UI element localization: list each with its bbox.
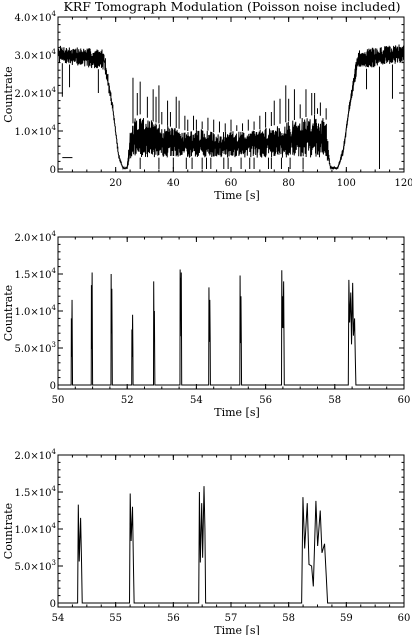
y-tick-label: 2.0×104 — [15, 86, 57, 100]
x-tick-label: 60 — [225, 178, 238, 189]
x-axis-label: Time [s] — [214, 624, 260, 635]
x-tick-label: 40 — [167, 178, 180, 189]
x-tick-label: 57 — [225, 613, 238, 624]
x-axis-label: Time [s] — [214, 189, 260, 202]
y-tick-label: 2.0×104 — [15, 448, 57, 462]
x-tick-label: 56 — [167, 613, 180, 624]
x-tick-label: 80 — [282, 178, 295, 189]
y-tick-label: 1.0×104 — [15, 304, 57, 318]
y-tick-label: 5.0×103 — [15, 341, 56, 355]
y-tick-label: 3.0×104 — [15, 48, 57, 62]
countrate-trace — [58, 486, 404, 604]
x-tick-label: 56 — [259, 395, 272, 406]
y-tick-label: 1.0×104 — [15, 124, 57, 138]
y-axis-label: Countrate — [2, 285, 15, 341]
countrate-trace — [57, 44, 405, 171]
chart-title: KRF Tomograph Modulation (Poisson noise … — [64, 0, 401, 14]
noise-dropouts — [61, 63, 393, 169]
y-tick-label: 1.5×104 — [15, 267, 57, 281]
x-tick-label: 55 — [109, 613, 122, 624]
x-tick-label: 52 — [121, 395, 134, 406]
y-tick-label: 1.5×104 — [15, 485, 57, 499]
x-tick-label: 60 — [398, 395, 411, 406]
noise-spikes — [132, 77, 327, 133]
x-axis-label: Time [s] — [214, 406, 260, 419]
y-tick-label: 0 — [50, 381, 56, 392]
y-tick-label: 0 — [50, 599, 56, 610]
panel-overview: 20 40 60 80 100 120 0 1.0×104 2.0×104 3.0×104 4.0×… — [2, 10, 412, 202]
x-tick-label: 60 — [398, 613, 411, 624]
panel-zoom-54-60: 54 55 56 57 58 59 60 0 5.0×103 1.0×104 1.5×104 2.0×… — [2, 448, 410, 635]
x-tick-label: 20 — [109, 178, 122, 189]
x-tick-label: 50 — [52, 395, 65, 406]
y-tick-label: 1.0×104 — [15, 522, 57, 536]
x-tick-label: 54 — [52, 613, 65, 624]
x-tick-label: 120 — [394, 178, 412, 189]
x-tick-label: 58 — [328, 395, 341, 406]
axes-frame — [57, 454, 405, 608]
y-axis-label: Countrate — [2, 503, 15, 559]
y-tick-label: 2.0×104 — [15, 230, 57, 244]
x-tick-label: 54 — [190, 395, 203, 406]
x-tick-label: 58 — [282, 613, 295, 624]
x-tick-label: 59 — [340, 613, 353, 624]
y-tick-label: 5.0×103 — [15, 559, 56, 573]
y-axis-label: Countrate — [2, 66, 15, 122]
panel-zoom-50-60: 50 52 54 56 58 60 0 5.0×103 1.0×104 1.5×104 2.0×10… — [2, 230, 410, 419]
countrate-trace — [58, 269, 404, 386]
y-tick-label: 4.0×104 — [15, 10, 57, 24]
y-tick-label: 0 — [50, 165, 56, 176]
x-tick-label: 100 — [337, 178, 356, 189]
